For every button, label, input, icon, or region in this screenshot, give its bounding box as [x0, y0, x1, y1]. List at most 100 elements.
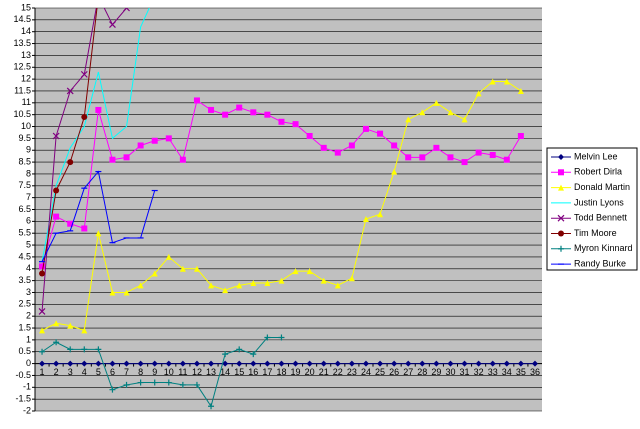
legend-label: Myron Kinnard — [574, 243, 633, 253]
y-tick-label: 2 — [26, 311, 31, 321]
legend-label: Melvin Lee — [574, 151, 618, 161]
marker — [405, 360, 412, 367]
marker — [391, 168, 398, 175]
marker — [222, 287, 229, 294]
x-tick-label: 17 — [262, 367, 272, 377]
marker — [320, 360, 327, 367]
x-tick-label: 14 — [220, 367, 230, 377]
marker — [208, 360, 215, 367]
y-tick-label: 11 — [22, 97, 31, 107]
marker — [67, 360, 74, 367]
marker — [165, 379, 172, 386]
marker — [391, 360, 398, 367]
marker — [53, 339, 60, 346]
marker — [433, 144, 440, 151]
x-tick-label: 16 — [248, 367, 258, 377]
x-tick-label: 3 — [68, 367, 73, 377]
y-tick-label: 14 — [21, 26, 31, 36]
x-tick-label: 31 — [460, 367, 470, 377]
marker — [475, 360, 482, 367]
y-tick-label: -1 — [23, 382, 31, 392]
marker — [557, 214, 565, 222]
marker — [53, 213, 60, 220]
marker — [475, 90, 482, 97]
marker — [489, 78, 496, 85]
marker — [348, 275, 355, 282]
y-tick-label: 11.5 — [14, 85, 31, 95]
marker — [503, 156, 510, 163]
marker — [236, 346, 243, 353]
marker — [123, 154, 130, 161]
y-tick-label: 5 — [26, 239, 31, 249]
marker — [250, 279, 257, 286]
marker — [278, 360, 285, 367]
x-tick-label: 12 — [192, 367, 202, 377]
x-tick-label: 36 — [530, 367, 540, 377]
x-tick-label: 33 — [488, 367, 498, 377]
marker — [306, 268, 313, 275]
y-tick-label: 13 — [21, 50, 31, 60]
marker — [151, 270, 158, 277]
marker — [264, 111, 271, 118]
marker — [123, 360, 130, 367]
marker — [123, 381, 130, 388]
marker — [151, 360, 158, 367]
x-tick-label: 27 — [403, 367, 413, 377]
marker — [419, 154, 426, 161]
x-tick-label: 29 — [431, 367, 441, 377]
marker — [81, 346, 88, 353]
marker — [433, 99, 440, 106]
marker — [151, 379, 158, 386]
y-tick-label: 7 — [26, 192, 31, 202]
marker — [517, 360, 524, 367]
marker — [67, 322, 74, 329]
y-tick-label: 3.5 — [18, 275, 31, 285]
legend-label: Robert Dirla — [574, 167, 622, 177]
x-tick-label: 6 — [110, 367, 115, 377]
x-tick-label: 20 — [305, 367, 315, 377]
marker — [278, 277, 285, 284]
marker — [109, 289, 116, 296]
x-tick-label: 19 — [291, 367, 301, 377]
marker — [193, 97, 200, 104]
marker — [208, 403, 215, 410]
x-tick-label: 2 — [54, 367, 59, 377]
y-tick-label: 9.5 — [18, 133, 31, 143]
marker — [292, 121, 299, 128]
x-tick-label: 15 — [234, 367, 244, 377]
marker — [123, 289, 130, 296]
y-tick-label: 3 — [26, 287, 31, 297]
marker — [137, 282, 144, 289]
marker — [489, 151, 496, 158]
marker — [193, 381, 200, 388]
marker — [447, 154, 454, 161]
marker — [405, 116, 412, 123]
marker — [81, 360, 88, 367]
marker — [447, 109, 454, 116]
marker — [53, 187, 60, 194]
x-tick-label: 10 — [164, 367, 174, 377]
y-tick-label: 7.5 — [18, 180, 31, 190]
marker — [503, 78, 510, 85]
marker — [264, 279, 271, 286]
marker — [165, 135, 172, 142]
marker — [250, 351, 257, 358]
marker — [208, 106, 215, 113]
marker — [558, 245, 564, 252]
y-tick-label: 1 — [26, 334, 31, 344]
marker — [558, 184, 564, 191]
marker — [250, 109, 257, 116]
marker — [278, 334, 285, 341]
y-tick-label: 9 — [26, 145, 31, 155]
marker — [39, 270, 46, 277]
marker — [362, 125, 369, 132]
marker — [531, 360, 538, 367]
x-tick-label: 25 — [375, 367, 385, 377]
marker — [52, 132, 60, 140]
marker — [109, 156, 116, 163]
y-tick-label: 15 — [21, 2, 31, 12]
x-tick-label: 1 — [40, 367, 45, 377]
marker — [558, 154, 564, 160]
marker — [264, 360, 271, 367]
